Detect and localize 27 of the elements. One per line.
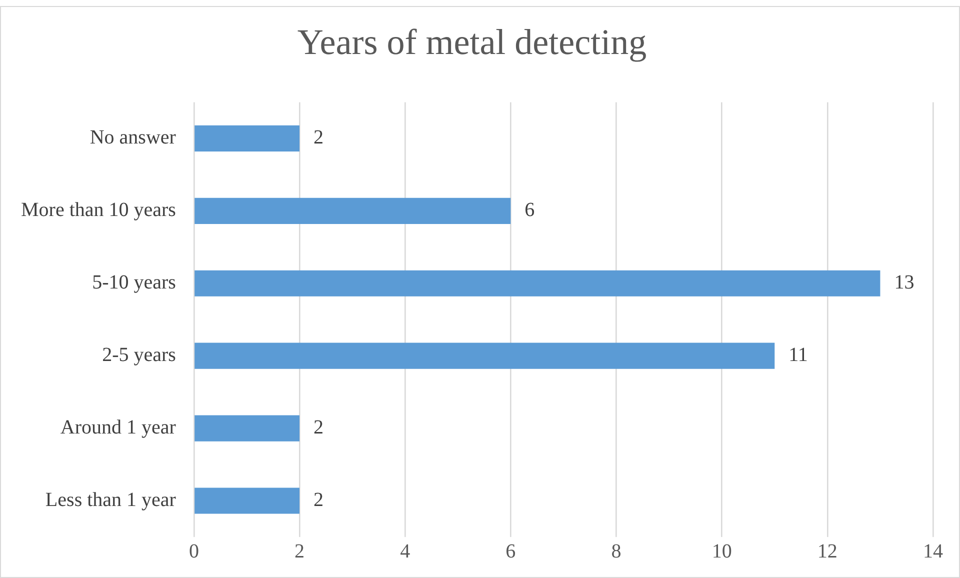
bar <box>194 488 300 514</box>
data-label: 13 <box>894 272 914 294</box>
y-tick-label: Around 1 year <box>60 416 176 439</box>
x-tick-label: 14 <box>923 540 943 562</box>
data-label: 6 <box>524 199 535 222</box>
x-tick-label: 8 <box>611 540 622 562</box>
data-label: 11 <box>788 344 808 366</box>
data-label: 2 <box>314 416 324 439</box>
data-label: 2 <box>314 126 324 149</box>
y-tick-label: No answer <box>90 126 176 149</box>
data-label: 2 <box>314 489 324 512</box>
bar <box>194 125 300 152</box>
x-tick-label: 0 <box>188 540 199 562</box>
chart-title: Years of metal detecting <box>297 22 647 62</box>
bar <box>194 198 511 224</box>
bar <box>194 342 775 369</box>
x-tick-label: 6 <box>506 540 516 562</box>
bar <box>194 415 300 442</box>
x-tick-label: 4 <box>400 540 410 562</box>
y-tick-label: 5-10 years <box>92 272 176 294</box>
x-tick-label: 12 <box>817 540 838 562</box>
bar <box>194 270 880 296</box>
y-tick-label: Less than 1 year <box>45 489 176 512</box>
x-tick-label: 2 <box>294 540 305 562</box>
x-tick-label: 10 <box>712 540 732 562</box>
y-tick-label: More than 10 years <box>21 199 176 222</box>
y-tick-label: 2-5 years <box>102 344 176 366</box>
